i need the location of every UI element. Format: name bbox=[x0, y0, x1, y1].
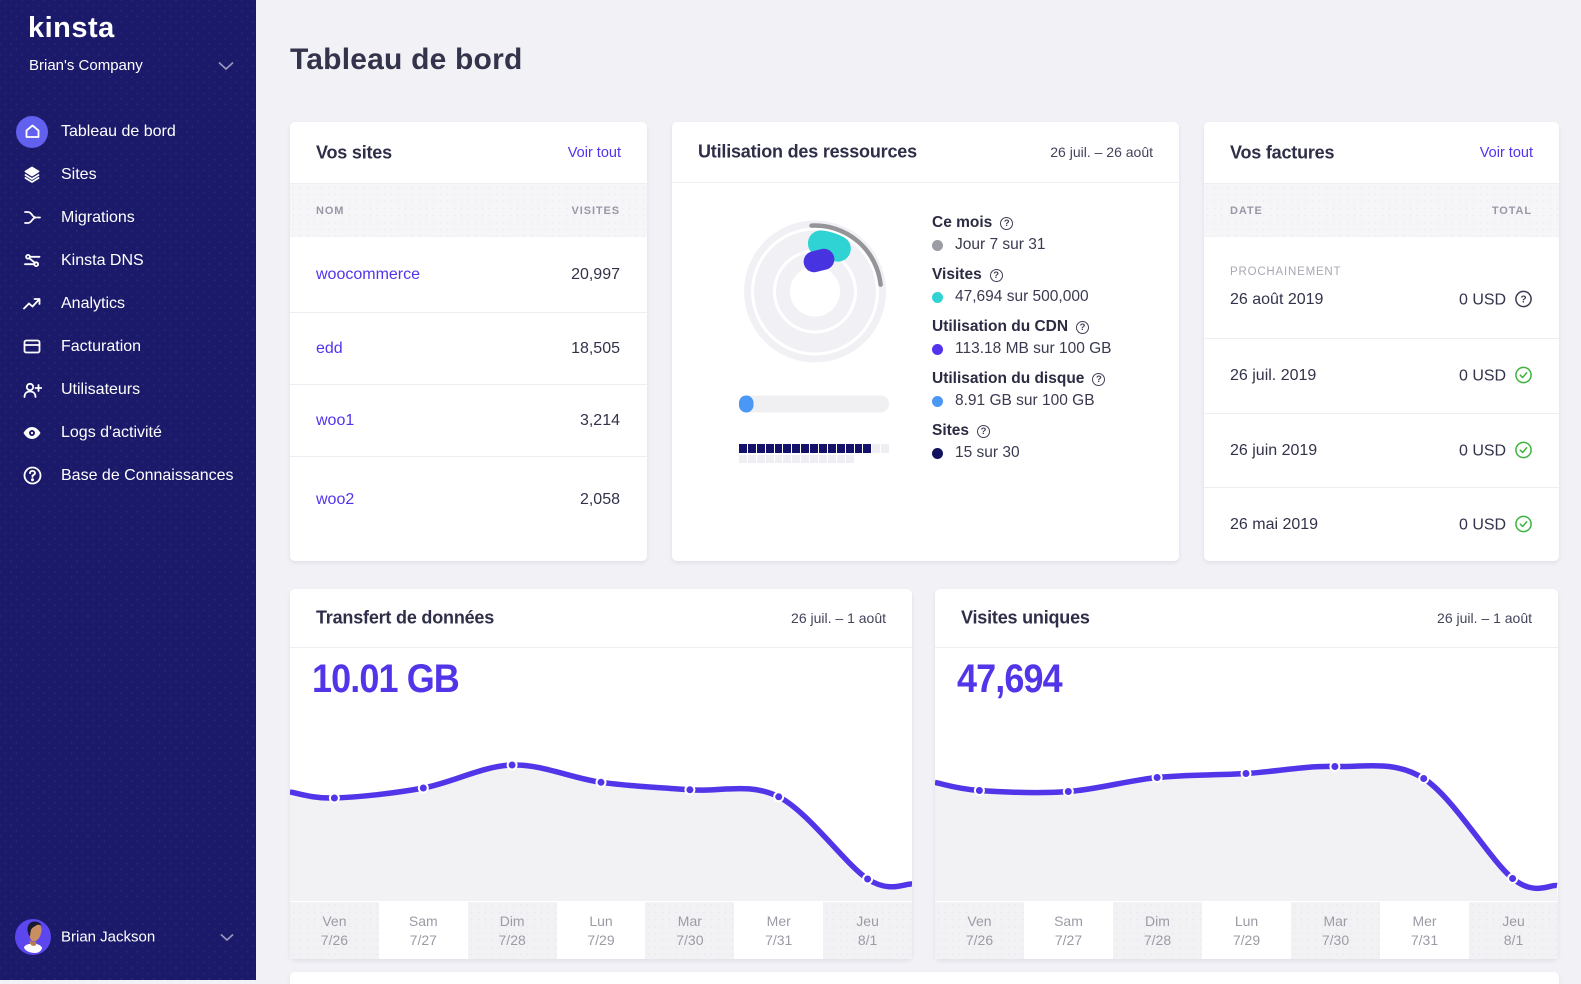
svg-text:?: ? bbox=[1520, 295, 1526, 306]
